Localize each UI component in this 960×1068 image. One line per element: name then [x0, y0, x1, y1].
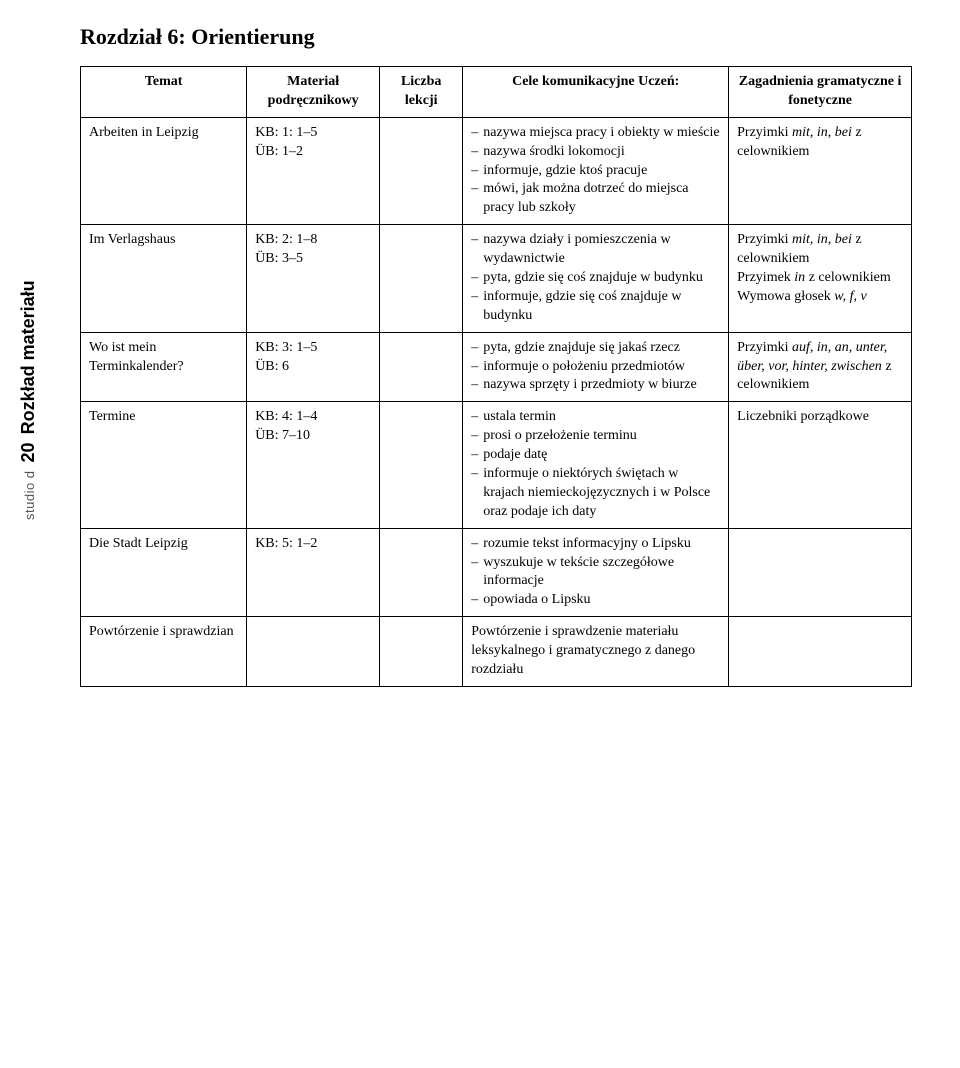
cell-material: KB: 1: 1–5 ÜB: 1–2: [247, 117, 380, 224]
page: studio d 20 Rozkład materiału Rozdział 6…: [0, 0, 960, 711]
cell-temat: Powtórzenie i sprawdzian: [81, 617, 247, 687]
table-row: Powtórzenie i sprawdzian Powtórzenie i sp…: [81, 617, 912, 687]
goal-item: pyta, gdzie znajduje się jakaś rzecz: [471, 339, 720, 358]
cell-grammar: Przyimki mit, in, bei z celownikiemPrzyi…: [729, 225, 912, 332]
cell-liczba: [380, 617, 463, 687]
goal-item: informuje o położeniu przedmiotów: [471, 358, 720, 377]
cell-cele: ustala terminprosi o przełożenie terminu…: [463, 402, 729, 528]
cell-temat: Wo ist mein Terminkalender?: [81, 332, 247, 402]
header-cele: Cele komunikacyjne Uczeń:: [463, 67, 729, 118]
cell-cele: nazywa miejsca pracy i obiekty w mieście…: [463, 117, 729, 224]
header-temat: Temat: [81, 67, 247, 118]
curriculum-table: Temat Materiał podręcznikowy Liczba lekc…: [80, 66, 912, 687]
goal-item: podaje datę: [471, 446, 720, 465]
table-header-row: Temat Materiał podręcznikowy Liczba lekc…: [81, 67, 912, 118]
cell-material: [247, 617, 380, 687]
goal-item: nazywa działy i pomieszczenia w wydawnic…: [471, 231, 720, 269]
goals-list: nazywa działy i pomieszczenia w wydawnic…: [471, 231, 720, 325]
goal-item: pyta, gdzie się coś znajduje w budynku: [471, 269, 720, 288]
cell-grammar: Przyimki mit, in, bei z celownikiem: [729, 117, 912, 224]
side-rozklad: Rozkład materiału: [18, 280, 39, 434]
table-row: Wo ist mein Terminkalender?KB: 3: 1–5 ÜB…: [81, 332, 912, 402]
cell-cele: nazywa działy i pomieszczenia w wydawnic…: [463, 225, 729, 332]
cell-cele: Powtórzenie i sprawdzenie materiału leks…: [463, 617, 729, 687]
goal-item: ustala termin: [471, 408, 720, 427]
goal-item: prosi o przełożenie terminu: [471, 427, 720, 446]
cell-liczba: [380, 332, 463, 402]
cell-material: KB: 2: 1–8 ÜB: 3–5: [247, 225, 380, 332]
cell-grammar: Liczebniki porządkowe: [729, 402, 912, 528]
table-row: Im VerlagshausKB: 2: 1–8 ÜB: 3–5 nazywa d…: [81, 225, 912, 332]
goal-item: informuje o niektórych świętach w krajac…: [471, 465, 720, 522]
cell-temat: Arbeiten in Leipzig: [81, 117, 247, 224]
cell-liczba: [380, 402, 463, 528]
goals-list: nazywa miejsca pracy i obiekty w mieście…: [471, 124, 720, 218]
cell-cele: pyta, gdzie znajduje się jakaś rzeczinfo…: [463, 332, 729, 402]
cell-grammar: Przyimki auf, in, an, unter, über, vor, …: [729, 332, 912, 402]
goals-plain: Powtórzenie i sprawdzenie materiału leks…: [471, 623, 720, 680]
goals-list: pyta, gdzie znajduje się jakaś rzeczinfo…: [471, 339, 720, 396]
cell-grammar: [729, 528, 912, 617]
cell-liczba: [380, 117, 463, 224]
side-label: studio d 20 Rozkład materiału: [18, 280, 39, 520]
goal-item: informuje, gdzie ktoś pracuje: [471, 162, 720, 181]
cell-liczba: [380, 528, 463, 617]
table-row: Die Stadt LeipzigKB: 5: 1–2 rozumie tekst…: [81, 528, 912, 617]
goal-item: nazywa miejsca pracy i obiekty w mieście: [471, 124, 720, 143]
goal-item: mówi, jak można dotrzeć do miejsca pracy…: [471, 180, 720, 218]
table-row: TermineKB: 4: 1–4 ÜB: 7–10ustala terminp…: [81, 402, 912, 528]
header-zagadnienia: Zagadnienia gramatyczne i fonetyczne: [729, 67, 912, 118]
cell-grammar: [729, 617, 912, 687]
cell-temat: Termine: [81, 402, 247, 528]
cell-material: KB: 3: 1–5 ÜB: 6: [247, 332, 380, 402]
cell-liczba: [380, 225, 463, 332]
cell-cele: rozumie tekst informacyjny o Lipskuwyszu…: [463, 528, 729, 617]
table-row: Arbeiten in LeipzigKB: 1: 1–5 ÜB: 1–2 naz…: [81, 117, 912, 224]
goal-item: nazywa sprzęty i przedmioty w biurze: [471, 376, 720, 395]
goal-item: informuje, gdzie się coś znajduje w budy…: [471, 288, 720, 326]
cell-material: KB: 5: 1–2: [247, 528, 380, 617]
header-material: Materiał podręcznikowy: [247, 67, 380, 118]
cell-material: KB: 4: 1–4 ÜB: 7–10: [247, 402, 380, 528]
goals-list: ustala terminprosi o przełożenie terminu…: [471, 408, 720, 521]
side-page-num: 20: [18, 442, 39, 462]
goals-list: rozumie tekst informacyjny o Lipskuwyszu…: [471, 535, 720, 611]
cell-temat: Die Stadt Leipzig: [81, 528, 247, 617]
cell-temat: Im Verlagshaus: [81, 225, 247, 332]
side-studio: studio d: [22, 470, 37, 520]
goal-item: rozumie tekst informacyjny o Lipsku: [471, 535, 720, 554]
header-liczba: Liczba lekcji: [380, 67, 463, 118]
goal-item: opowiada o Lipsku: [471, 591, 720, 610]
goal-item: nazywa środki lokomocji: [471, 143, 720, 162]
chapter-title: Rozdział 6: Orientierung: [80, 24, 912, 50]
goal-item: wyszukuje w tekście szczegółowe informac…: [471, 554, 720, 592]
